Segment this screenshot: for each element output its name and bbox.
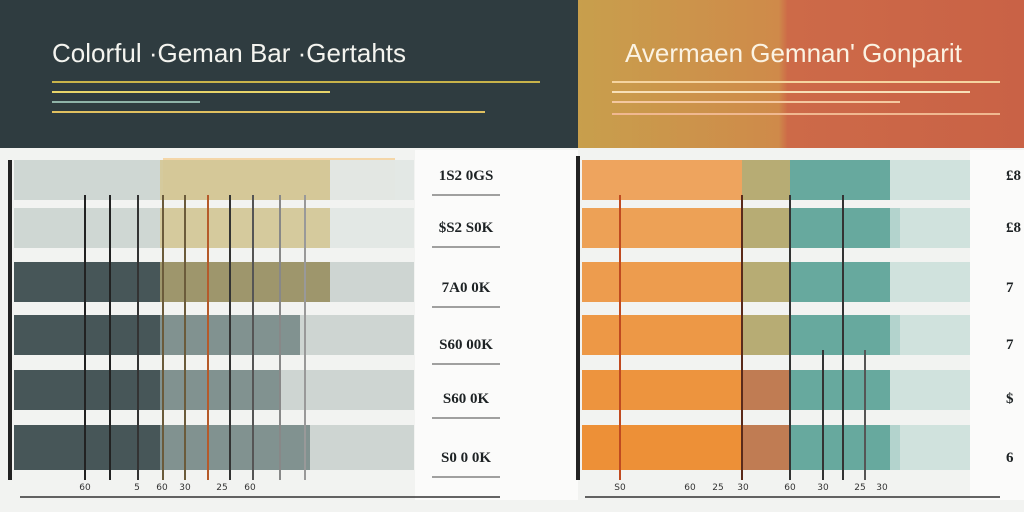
value-label: S60 00K (439, 337, 493, 353)
axis-label: 5 (134, 483, 140, 493)
value-label: $S2 S0K (439, 220, 494, 236)
bar-teal (790, 425, 900, 470)
value-label: S0 0 0K (441, 450, 491, 466)
bar-fade (890, 160, 970, 200)
left-title: Colorful ·Geman Bar ·Gertahts (52, 38, 406, 68)
bar-overlay (160, 208, 330, 248)
bar-teal (790, 315, 900, 355)
bar-teal (790, 262, 890, 302)
bar-mid (742, 315, 790, 355)
bar (582, 315, 742, 355)
bar-teal (790, 160, 890, 200)
bar-mid (742, 160, 790, 200)
axis-label: 30 (179, 483, 191, 493)
axis-label: 60 (684, 483, 696, 493)
bar-fade (890, 315, 970, 355)
bar (582, 160, 742, 200)
left-underlines (52, 81, 540, 113)
left-label-panel (415, 150, 578, 500)
axis-label: 60 (79, 483, 91, 493)
value-label: $ (1006, 391, 1014, 407)
axis-label: 30 (817, 483, 829, 493)
bar-mid (742, 208, 790, 248)
value-label: 7 (1006, 337, 1014, 353)
bar-mid (742, 425, 790, 470)
axis-label: 25 (712, 483, 723, 493)
axis-label: 25 (854, 483, 865, 493)
left-header (0, 0, 578, 148)
axis-label: 25 (216, 483, 227, 493)
value-label: 6 (1006, 450, 1014, 466)
axis-label: 30 (876, 483, 888, 493)
bar (582, 262, 742, 302)
bar-teal (790, 370, 890, 410)
bar-overlay (160, 262, 330, 302)
bar (582, 425, 742, 470)
right-underlines (612, 81, 1000, 115)
axis-label: 60 (244, 483, 256, 493)
bar-fade (330, 208, 414, 248)
axis-label: S0 (614, 483, 626, 493)
bar-teal (790, 208, 900, 248)
bar-fade (890, 370, 970, 410)
right-title: Avermaen Gemnan' Gonparit (625, 38, 963, 68)
bar-fade (330, 262, 414, 302)
axis-label: 60 (156, 483, 168, 493)
value-label: £8 (1006, 168, 1021, 184)
axis-label: 60 (784, 483, 796, 493)
bar (582, 370, 742, 410)
value-label: 1S2 0GS (439, 168, 494, 184)
bar-mid (742, 262, 790, 302)
value-label: 7A0 0K (442, 280, 491, 296)
value-label: 7 (1006, 280, 1014, 296)
value-label: £8 (1006, 220, 1021, 236)
bar (582, 208, 742, 248)
value-label: S60 0K (443, 391, 490, 407)
bar-fade (310, 425, 414, 470)
bar-fade (280, 370, 414, 410)
bar-fade (330, 160, 414, 200)
right-header (578, 0, 1024, 148)
right-label-panel (970, 150, 1024, 500)
bar-fade (300, 315, 414, 355)
bar-overlay (160, 370, 280, 410)
bar-fade (890, 425, 970, 470)
bar-mid (742, 370, 790, 410)
bar-overlay (160, 160, 330, 200)
bar-fade (890, 262, 970, 302)
bar-fade (890, 208, 970, 248)
axis-label: 30 (737, 483, 749, 493)
bar-overlay (160, 425, 310, 470)
